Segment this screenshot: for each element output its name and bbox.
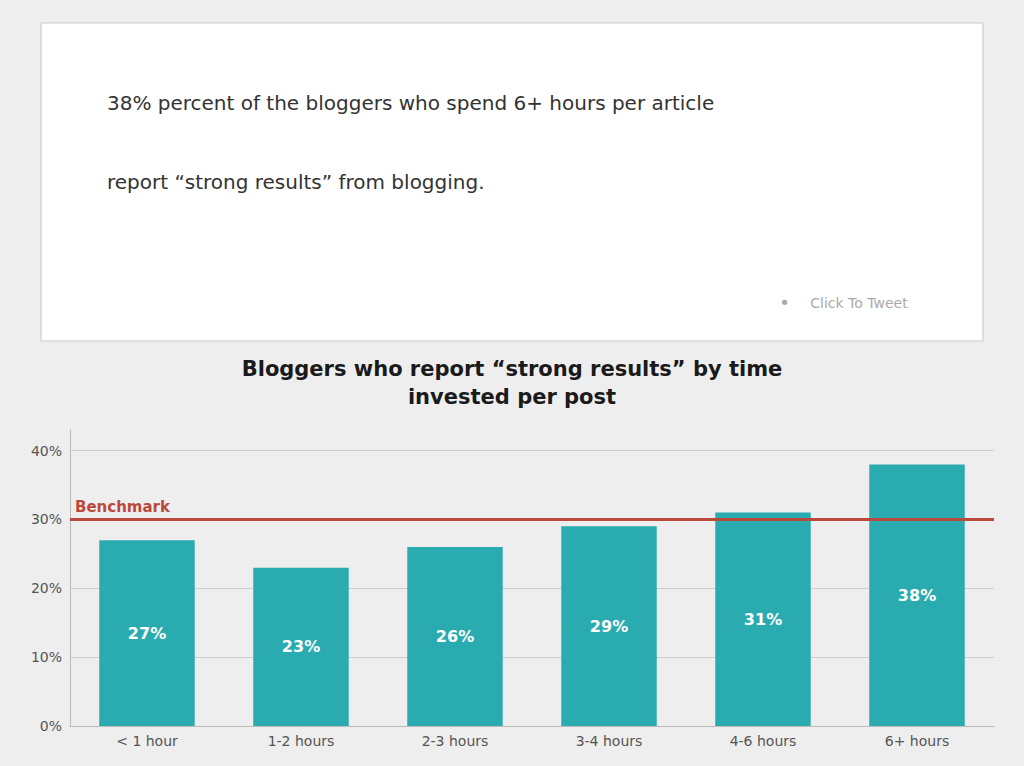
svg-text:Bloggers who report “strong re: Bloggers who report “strong results” by … xyxy=(242,357,783,381)
svg-text:40%: 40% xyxy=(31,443,62,459)
svg-text:< 1 hour: < 1 hour xyxy=(116,733,178,749)
svg-text:29%: 29% xyxy=(590,617,628,636)
svg-text:report “strong results” from b: report “strong results” from blogging. xyxy=(107,170,485,194)
svg-text:38% percent of the bloggers wh: 38% percent of the bloggers who spend 6+… xyxy=(107,91,714,115)
svg-text:26%: 26% xyxy=(436,627,474,646)
svg-text:invested per post: invested per post xyxy=(408,385,616,409)
svg-text:4-6 hours: 4-6 hours xyxy=(730,733,797,749)
svg-text:23%: 23% xyxy=(282,637,320,656)
svg-text:3-4 hours: 3-4 hours xyxy=(576,733,643,749)
svg-text:38%: 38% xyxy=(898,586,936,605)
svg-text:20%: 20% xyxy=(31,580,62,596)
svg-text:10%: 10% xyxy=(31,649,62,665)
svg-text:30%: 30% xyxy=(31,511,62,527)
svg-text:31%: 31% xyxy=(744,610,782,629)
svg-text:1-2 hours: 1-2 hours xyxy=(268,733,335,749)
svg-text:6+ hours: 6+ hours xyxy=(885,733,949,749)
svg-text:•: • xyxy=(779,292,790,313)
svg-text:Click To Tweet: Click To Tweet xyxy=(810,295,908,311)
svg-text:27%: 27% xyxy=(128,624,166,643)
svg-text:0%: 0% xyxy=(40,718,62,734)
svg-text:Benchmark: Benchmark xyxy=(75,498,171,516)
svg-text:2-3 hours: 2-3 hours xyxy=(422,733,489,749)
